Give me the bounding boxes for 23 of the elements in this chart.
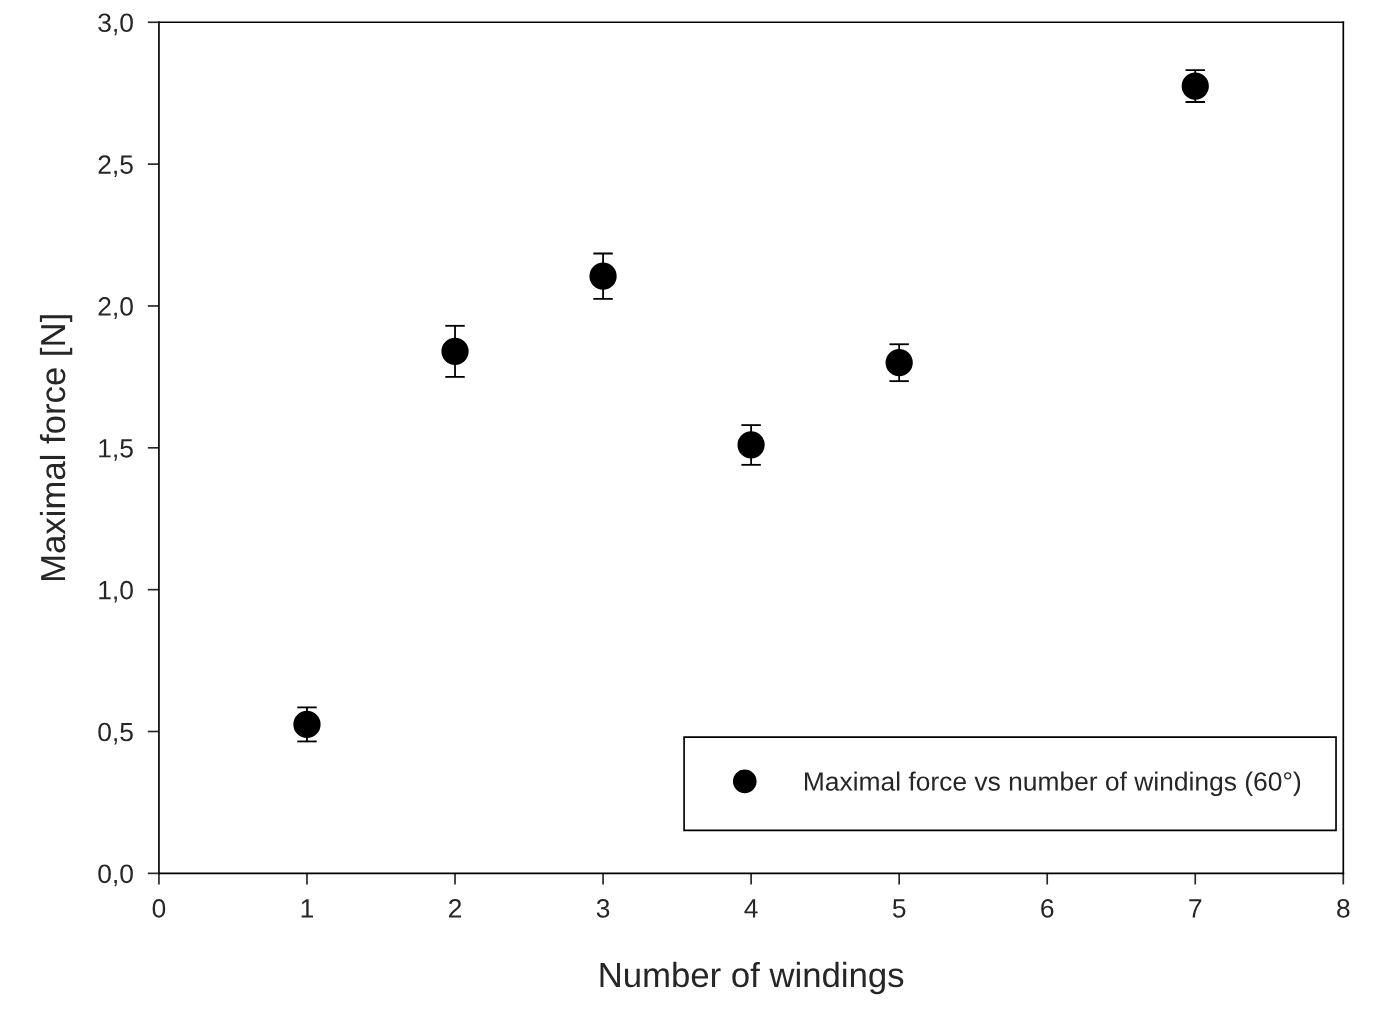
point (737, 431, 765, 459)
y-tick-label: 2,0 (98, 297, 133, 319)
y-tick-label: 1,0 (99, 580, 133, 603)
x-tick-label: 6 (1041, 899, 1054, 918)
x-tick-label: 8 (1337, 899, 1350, 918)
x-tick-label: 1 (301, 899, 314, 918)
x-tick-label: 5 (892, 899, 906, 918)
x-tick-label: 4 (744, 899, 758, 918)
y-tick-label: 0,0 (98, 864, 133, 887)
y-tick-label: 0,5 (98, 722, 133, 745)
point (589, 262, 617, 290)
point (441, 337, 469, 365)
y-axis-title: Maximal force [N] (39, 315, 73, 581)
legend-label: Maximal force vs number of windings (60°) (805, 771, 1301, 797)
point (885, 349, 913, 377)
x-tick-label: 3 (596, 899, 610, 918)
y-tick-label: 3,0 (98, 13, 133, 36)
x-tick-label: 7 (1189, 899, 1202, 918)
x-axis-title: Number of windings (600, 961, 904, 995)
x-tick-label: 2 (449, 899, 462, 918)
x-tick-label: 0 (152, 899, 166, 918)
y-tick-label: 1,5 (99, 439, 133, 461)
y-tick-label: 2,5 (98, 155, 133, 178)
